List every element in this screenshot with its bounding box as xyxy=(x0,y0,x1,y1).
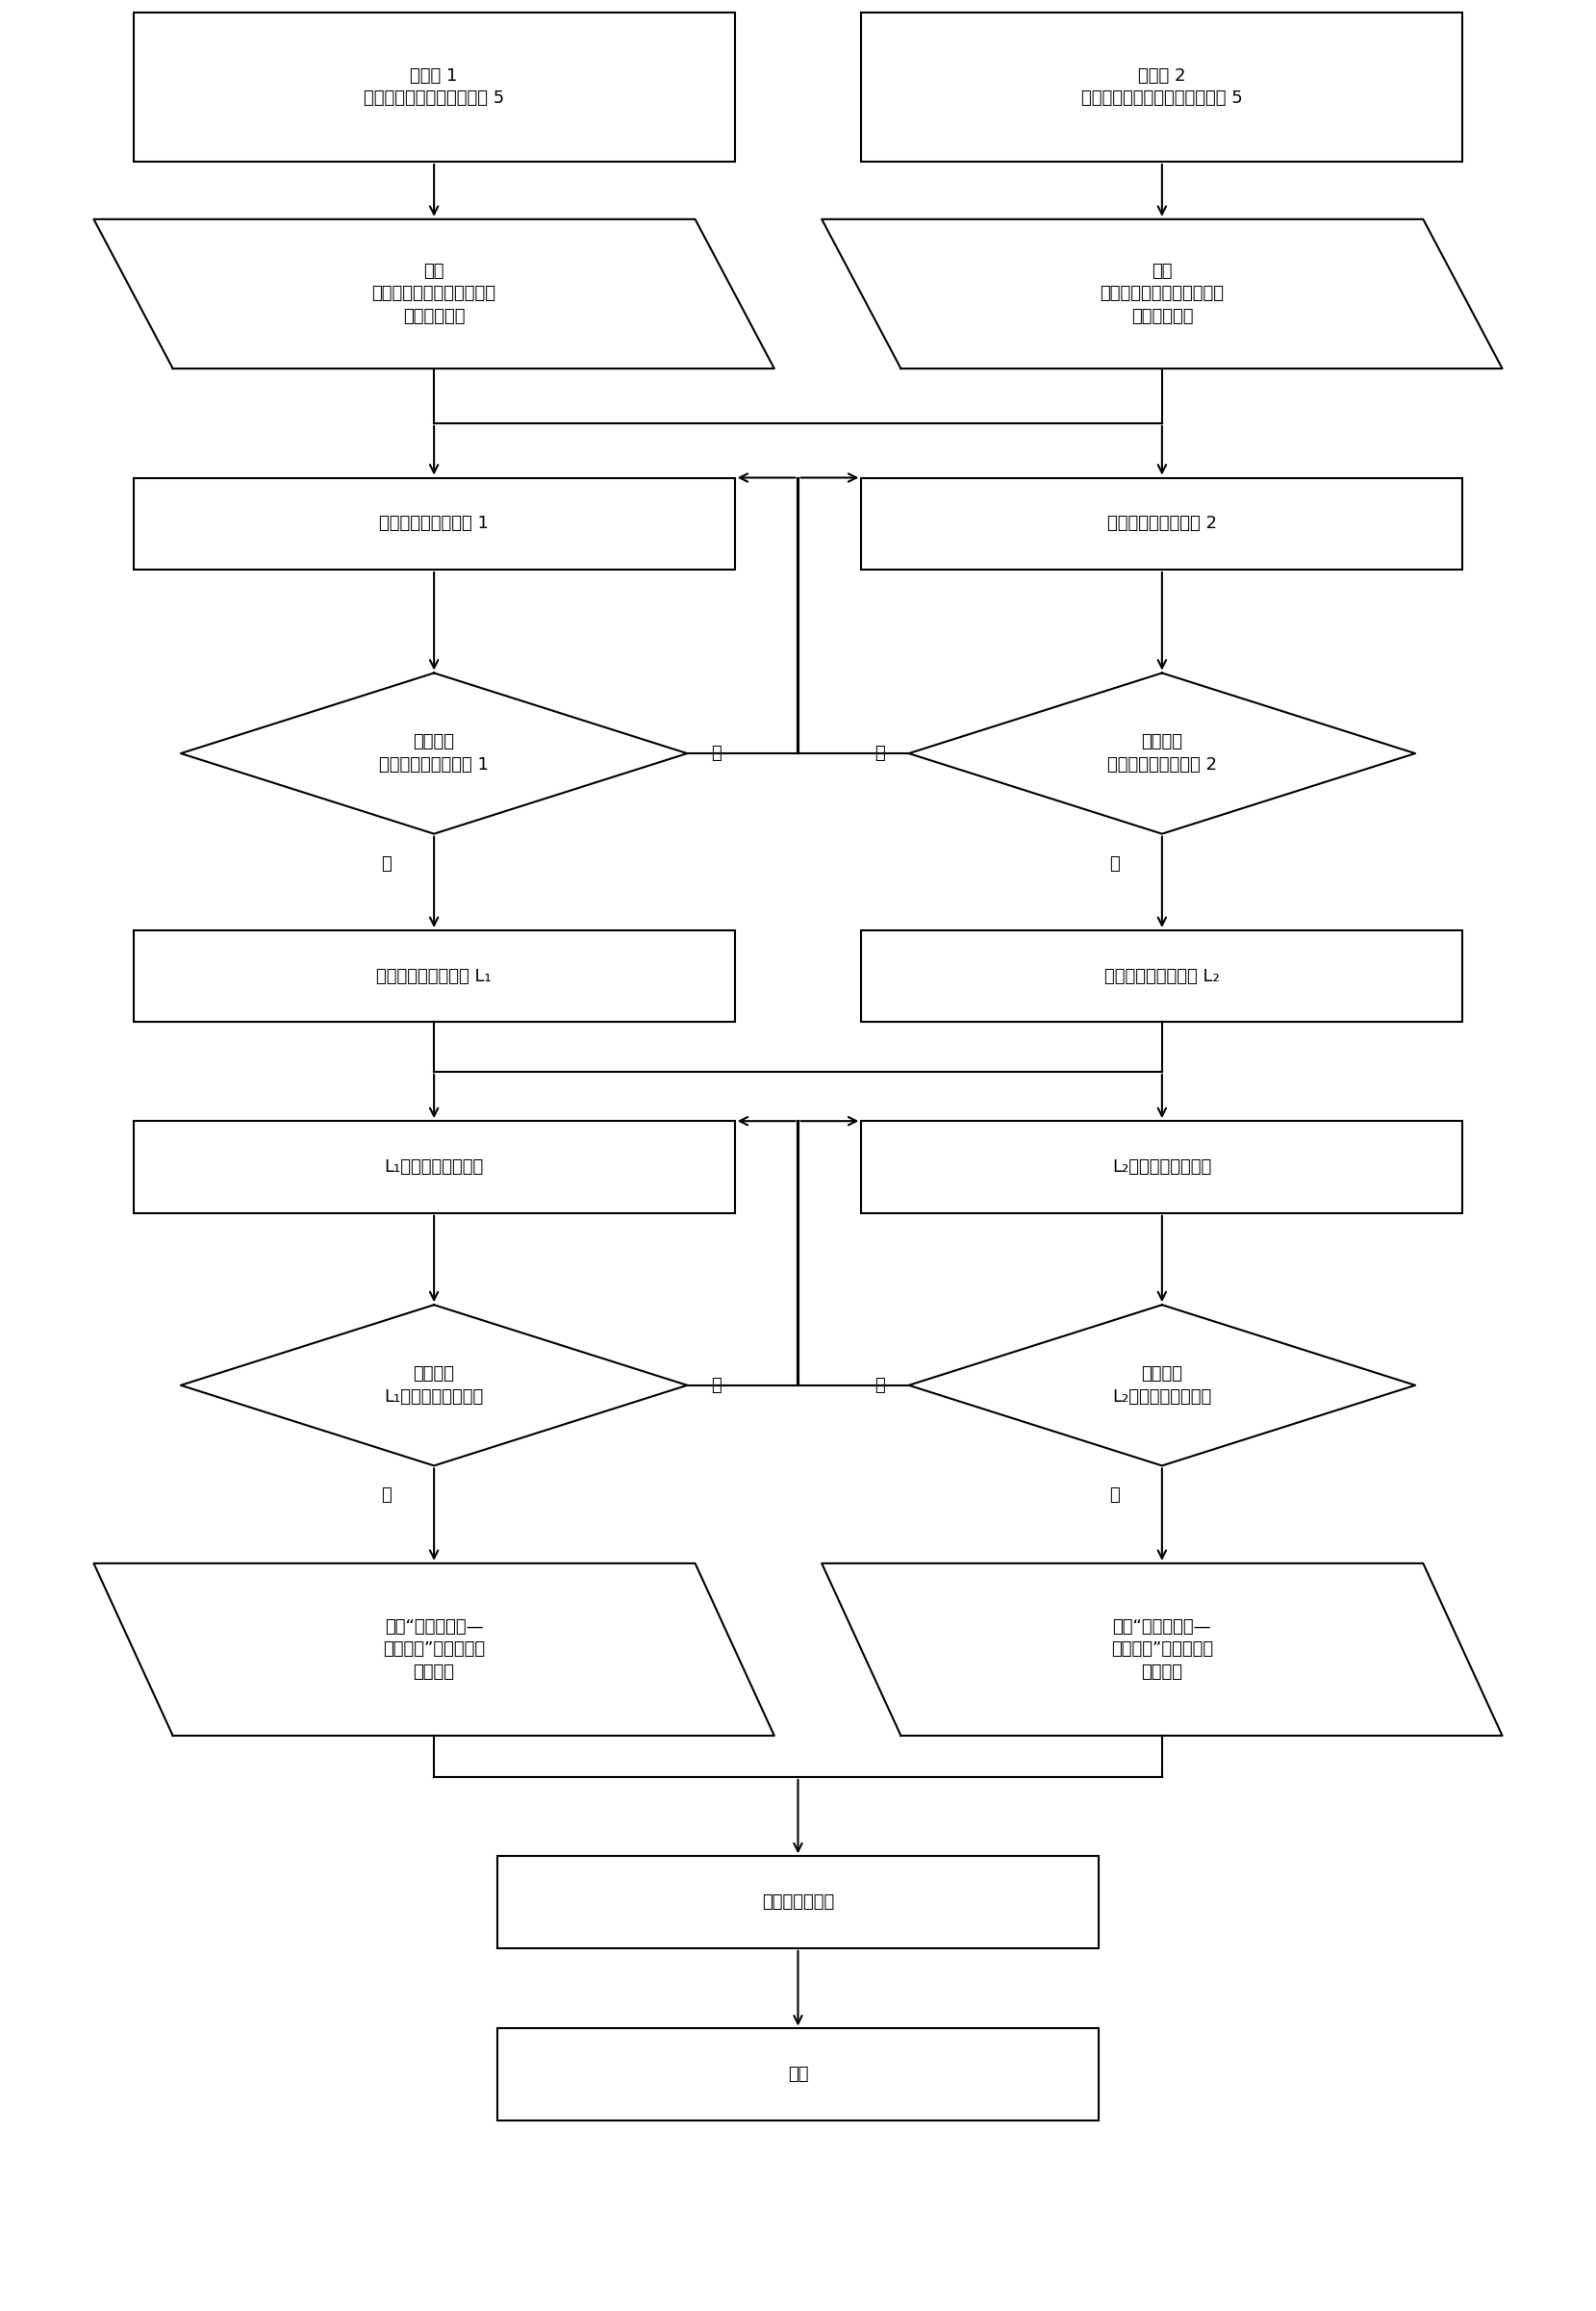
Text: 否: 否 xyxy=(875,744,886,763)
Text: 开始
启动精密光学延迟平台组件
进行背景测量: 开始 启动精密光学延迟平台组件 进行背景测量 xyxy=(372,263,496,326)
Text: 初始态 2
在泵浦光路中放入待测透明介质 5: 初始态 2 在泵浦光路中放入待测透明介质 5 xyxy=(1082,67,1243,106)
Text: 否: 否 xyxy=(710,744,721,763)
Polygon shape xyxy=(94,1562,774,1736)
FancyBboxPatch shape xyxy=(498,1856,1098,1948)
Text: 否: 否 xyxy=(710,1377,721,1394)
FancyBboxPatch shape xyxy=(862,12,1462,162)
Text: 结束: 结束 xyxy=(788,2066,808,2082)
Text: 确定干涉场出现范围 L₂: 确定干涉场出现范围 L₂ xyxy=(1104,968,1219,984)
Text: 是: 是 xyxy=(1109,1486,1120,1504)
FancyBboxPatch shape xyxy=(134,1121,734,1213)
FancyBboxPatch shape xyxy=(134,12,734,162)
FancyBboxPatch shape xyxy=(862,478,1462,569)
Text: 生成“干涉场信息—
延迟长度”之间关系的
测量曲线: 生成“干涉场信息— 延迟长度”之间关系的 测量曲线 xyxy=(1111,1618,1213,1680)
Text: 是否完成
大范围粗略单步扫描 2: 是否完成 大范围粗略单步扫描 2 xyxy=(1108,733,1216,774)
Polygon shape xyxy=(822,220,1502,367)
Polygon shape xyxy=(180,673,688,834)
FancyBboxPatch shape xyxy=(134,931,734,1021)
Text: 是否完成
L₁范围精细单步扫描: 是否完成 L₁范围精细单步扫描 xyxy=(385,1366,484,1405)
Text: 初始态 1
装置中未放入待测透明介质 5: 初始态 1 装置中未放入待测透明介质 5 xyxy=(364,67,504,106)
Polygon shape xyxy=(180,1306,688,1465)
Polygon shape xyxy=(908,1306,1416,1465)
FancyBboxPatch shape xyxy=(862,931,1462,1021)
Text: 大范围粗略单步扫描 1: 大范围粗略单步扫描 1 xyxy=(380,515,488,532)
Text: L₁范围精细单步扫描: L₁范围精细单步扫描 xyxy=(385,1158,484,1176)
Text: 否: 否 xyxy=(875,1377,886,1394)
Text: 是: 是 xyxy=(1109,855,1120,871)
Text: 是: 是 xyxy=(381,1486,391,1504)
FancyBboxPatch shape xyxy=(498,2029,1098,2121)
FancyBboxPatch shape xyxy=(862,1121,1462,1213)
Text: 是否完成
大范围粗略单步扫描 1: 是否完成 大范围粗略单步扫描 1 xyxy=(380,733,488,774)
Text: 确定干涉场出现范围 L₁: 确定干涉场出现范围 L₁ xyxy=(377,968,492,984)
Text: 大范围粗略单步扫描 2: 大范围粗略单步扫描 2 xyxy=(1108,515,1216,532)
Polygon shape xyxy=(908,673,1416,834)
Text: 开始
启动精密光学延迟平台组件
进行样品测量: 开始 启动精密光学延迟平台组件 进行样品测量 xyxy=(1100,263,1224,326)
FancyBboxPatch shape xyxy=(134,478,734,569)
Text: 是否完成
L₂范围精细单步扫描: 是否完成 L₂范围精细单步扫描 xyxy=(1112,1366,1211,1405)
Text: 生成“干涉场信息—
延迟长度”之间关系的
背景曲线: 生成“干涉场信息— 延迟长度”之间关系的 背景曲线 xyxy=(383,1618,485,1680)
Polygon shape xyxy=(94,220,774,367)
Text: 对比分析、计算: 对比分析、计算 xyxy=(761,1893,835,1911)
Text: 是: 是 xyxy=(381,855,391,871)
Polygon shape xyxy=(822,1562,1502,1736)
Text: L₂范围精细单步扫描: L₂范围精细单步扫描 xyxy=(1112,1158,1211,1176)
